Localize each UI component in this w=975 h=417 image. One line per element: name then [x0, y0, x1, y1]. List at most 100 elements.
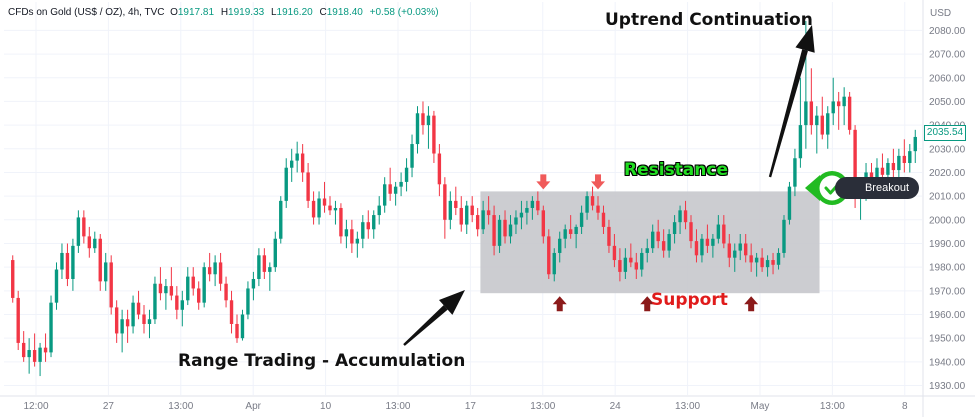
- candle: [60, 243, 64, 279]
- support-annotation: Support: [651, 290, 728, 310]
- price-tick-label: 2020.00: [929, 168, 966, 179]
- candle: [563, 224, 567, 249]
- candles: [11, 20, 917, 377]
- candle: [492, 205, 496, 256]
- candle: [661, 229, 666, 258]
- candle: [399, 172, 403, 197]
- candle: [180, 290, 184, 327]
- candle: [382, 177, 387, 213]
- candle: [224, 276, 228, 308]
- price-tick-label: 2080.00: [929, 26, 966, 37]
- candle: [656, 219, 660, 249]
- candle: [765, 255, 770, 277]
- change-value: +0.58 (+0.03%): [369, 7, 439, 18]
- candle: [284, 158, 288, 208]
- candle: [443, 177, 447, 239]
- candle: [361, 215, 365, 249]
- candle: [257, 248, 261, 287]
- candle: [240, 309, 245, 341]
- candle: [547, 229, 551, 279]
- candle: [21, 331, 26, 362]
- candle: [213, 255, 217, 287]
- candle: [448, 191, 453, 230]
- candle: [634, 252, 638, 279]
- candle: [415, 106, 420, 154]
- candle: [459, 196, 463, 232]
- low-value: 1916.20: [276, 7, 313, 18]
- uptrend-annotation: Uptrend Continuation: [605, 10, 813, 30]
- candle: [191, 267, 195, 296]
- candle: [623, 248, 628, 279]
- candle: [109, 255, 113, 315]
- candle: [590, 186, 595, 211]
- price-tick-label: 2030.00: [929, 144, 966, 155]
- time-tick-label: Apr: [245, 401, 261, 412]
- time-tick-label: 13:00: [530, 401, 555, 412]
- candle: [672, 215, 677, 244]
- candle: [585, 191, 589, 220]
- candle: [815, 106, 819, 154]
- candle: [738, 234, 742, 261]
- candle: [722, 215, 726, 249]
- candle: [640, 248, 644, 277]
- candle: [322, 181, 327, 213]
- candle: [136, 290, 141, 320]
- candle: [897, 148, 901, 178]
- time-tick-label: 10: [320, 401, 332, 412]
- candle: [372, 210, 376, 239]
- candle: [169, 267, 174, 301]
- range-arrow: [403, 290, 465, 346]
- close-label: C: [319, 7, 327, 18]
- price-tick-label: 2010.00: [929, 192, 966, 203]
- resistance-marker: [591, 174, 606, 190]
- time-tick-label: 24: [610, 401, 622, 412]
- time-tick-label: 13:00: [675, 401, 700, 412]
- time-tick-label: 13:00: [385, 401, 410, 412]
- candle: [410, 134, 414, 178]
- price-tick-label: 1970.00: [929, 286, 966, 297]
- candle: [820, 96, 824, 140]
- candle: [290, 148, 294, 182]
- candle: [300, 144, 305, 182]
- candle: [164, 278, 168, 310]
- candle: [716, 215, 721, 244]
- candle: [49, 295, 53, 358]
- candle: [497, 215, 502, 253]
- candle: [262, 248, 267, 279]
- candle: [798, 77, 803, 168]
- candle: [678, 205, 682, 235]
- price-tick-label: 1940.00: [929, 357, 966, 368]
- candle: [629, 243, 633, 268]
- candle: [902, 139, 907, 173]
- range-markers: [536, 174, 759, 312]
- candle: [306, 162, 310, 208]
- candle: [147, 309, 152, 339]
- candle: [481, 200, 485, 235]
- time-axis: 12:00 27 13:00 Apr 10 13:00 17 13:00 24 13:00 May 1…: [23, 401, 908, 412]
- candle: [350, 219, 354, 253]
- candle: [27, 338, 31, 374]
- candle: [508, 215, 513, 244]
- candle: [158, 267, 163, 301]
- candle: [114, 300, 119, 343]
- support-marker: [552, 296, 567, 312]
- candle: [847, 91, 852, 135]
- high-label: H: [220, 7, 229, 18]
- candle: [579, 205, 584, 235]
- candle: [98, 234, 102, 291]
- candle: [432, 110, 436, 163]
- symbol-legend: CFDs on Gold (US$ / OZ), 4h, TVC O1917.8…: [8, 7, 439, 18]
- candle: [574, 224, 578, 249]
- candle: [787, 181, 792, 225]
- support-marker: [640, 296, 655, 312]
- candle: [11, 255, 15, 303]
- open-label: O: [170, 7, 178, 18]
- annotation-arrows: [403, 25, 815, 346]
- uptrend-arrow: [768, 25, 815, 178]
- candle: [104, 252, 108, 291]
- time-tick-label: May: [751, 401, 770, 412]
- candle: [339, 203, 343, 244]
- candle: [202, 262, 206, 308]
